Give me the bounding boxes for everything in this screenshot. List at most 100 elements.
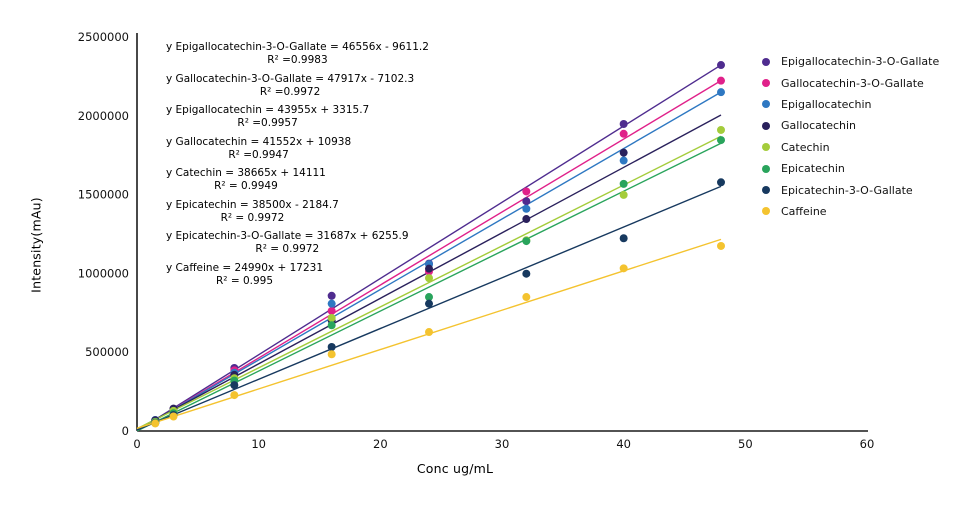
data-point	[619, 234, 628, 243]
legend-item: Caffeine	[762, 201, 939, 222]
x-axis-title: Conc ug/mL	[416, 461, 494, 476]
equation-block: y Gallocatechin-3-O-Gallate = 47917x - 7…	[166, 73, 414, 99]
data-point	[425, 328, 433, 337]
legend-dot-icon	[762, 100, 770, 109]
legend-item: Epicatechin	[762, 158, 939, 179]
legend-label: Gallocatechin-3-O-Gallate	[781, 76, 924, 90]
data-point	[425, 299, 433, 308]
legend-dot-icon	[762, 143, 770, 152]
legend-item: Gallocatechin-3-O-Gallate	[762, 72, 939, 93]
equation-text: y Epigallocatechin = 43955x + 3315.7	[166, 104, 370, 116]
data-point	[327, 291, 336, 300]
legend-item: Epigallocatechin-3-O-Gallate	[762, 51, 939, 72]
data-point	[522, 215, 531, 224]
data-point	[717, 76, 725, 85]
data-point	[717, 61, 725, 70]
legend-label: Epicatechin	[781, 162, 845, 176]
data-point	[169, 412, 178, 421]
r-squared-text: R² = 0.995	[215, 274, 274, 287]
legend-label: Epigallocatechin-3-O-Gallate	[781, 55, 940, 69]
legend-label: Gallocatechin	[781, 119, 857, 133]
x-tick-label: 30	[495, 437, 510, 451]
data-point	[327, 306, 336, 315]
equation-block: y Epigallocatechin = 43955x + 3315.7 R² =…	[166, 104, 369, 130]
x-tick-label: 50	[738, 437, 753, 451]
data-point	[619, 190, 628, 199]
r-squared-text: R² = 0.9949	[214, 180, 278, 192]
equation-text: y Epicatechin-3-O-Gallate = 31687x + 625…	[166, 230, 409, 242]
data-point	[522, 197, 531, 206]
equation-annotations: y Epigallocatechin-3-O-Gallate = 46556x …	[166, 41, 429, 293]
data-point	[425, 293, 433, 302]
data-point	[327, 321, 336, 330]
r-squared-text: R² =0.9983	[267, 54, 328, 66]
y-tick-label: 500000	[85, 345, 129, 359]
legend-dot-icon	[762, 121, 770, 130]
legend-label: Epigallocatechin	[781, 97, 872, 111]
equation-text: y Epicatechin = 38500x - 2184.7	[166, 198, 339, 211]
data-point	[619, 264, 628, 273]
y-tick-label: 2500000	[78, 30, 129, 44]
data-point	[619, 156, 628, 165]
chart-legend: Epigallocatechin-3-O-Gallate Gallocatechi…	[762, 51, 939, 222]
equation-block: y Epicatechin-3-O-Gallate = 31687x + 625…	[166, 230, 409, 256]
data-point	[327, 314, 336, 323]
trendline-7	[136, 185, 722, 431]
legend-item: Epigallocatechin	[762, 94, 939, 115]
legend-item: Epicatechin-3-O-Gallate	[762, 179, 939, 200]
r-squared-text: R² = 0.9972	[255, 243, 320, 255]
legend-label: Catechin	[781, 140, 830, 154]
legend-item: Catechin	[762, 137, 939, 158]
equation-block: y Caffeine = 24990x + 17231 R² = 0.995	[166, 262, 323, 288]
r-squared-text: R² =0.9957	[237, 117, 298, 129]
r-squared-text: R² =0.9947	[228, 148, 289, 161]
equation-text: y Epigallocatechin-3-O-Gallate = 46556x …	[166, 41, 429, 53]
data-point	[619, 179, 628, 188]
x-tick-label: 10	[251, 437, 266, 451]
data-point	[717, 178, 725, 187]
data-point	[619, 119, 628, 128]
r-squared-text: R² = 0.9972	[220, 211, 285, 224]
data-point	[151, 419, 160, 428]
data-point	[522, 237, 531, 246]
data-point	[327, 342, 336, 351]
equation-block: y Gallocatechin = 41552x + 10938 R² =0.99…	[166, 136, 351, 162]
x-tick-label: 40	[616, 437, 631, 451]
data-point	[230, 391, 239, 400]
data-point	[522, 269, 531, 278]
equation-text: y Caffeine = 24990x + 17231	[166, 261, 324, 274]
legend-dot-icon	[762, 57, 770, 66]
equation-block: y Catechin = 38665x + 14111 R² = 0.9949	[166, 167, 326, 193]
data-point	[717, 241, 725, 250]
equation-text: y Gallocatechin-3-O-Gallate = 47917x - 7…	[166, 72, 415, 85]
y-tick-label: 1000000	[78, 266, 129, 280]
legend-dot-icon	[762, 79, 770, 88]
data-point	[717, 125, 725, 134]
data-point	[717, 88, 725, 97]
x-tick-label: 60	[860, 437, 875, 451]
equation-text: y Gallocatechin = 41552x + 10938	[166, 135, 352, 148]
data-point	[327, 299, 336, 308]
data-point	[717, 136, 725, 145]
equation-text: y Catechin = 38665x + 14111	[166, 167, 326, 179]
legend-dot-icon	[762, 186, 770, 195]
data-point	[425, 264, 433, 273]
y-tick-label: 0	[122, 424, 129, 438]
x-tick-label: 0	[133, 437, 140, 451]
data-point	[619, 129, 628, 138]
data-point	[327, 350, 336, 359]
legend-label: Caffeine	[781, 204, 827, 218]
equation-block: y Epicatechin = 38500x - 2184.7 R² = 0.99…	[166, 199, 339, 225]
data-point	[522, 204, 531, 213]
x-tick-label: 20	[373, 437, 388, 451]
data-point	[619, 148, 628, 157]
r-squared-text: R² =0.9972	[259, 85, 321, 98]
data-point	[425, 274, 433, 283]
data-point	[522, 187, 531, 196]
equation-block: y Epigallocatechin-3-O-Gallate = 46556x …	[166, 41, 429, 67]
legend-dot-icon	[762, 164, 770, 173]
y-axis-title: Intensity(mAu)	[28, 197, 44, 293]
y-tick-label: 1500000	[78, 188, 129, 202]
